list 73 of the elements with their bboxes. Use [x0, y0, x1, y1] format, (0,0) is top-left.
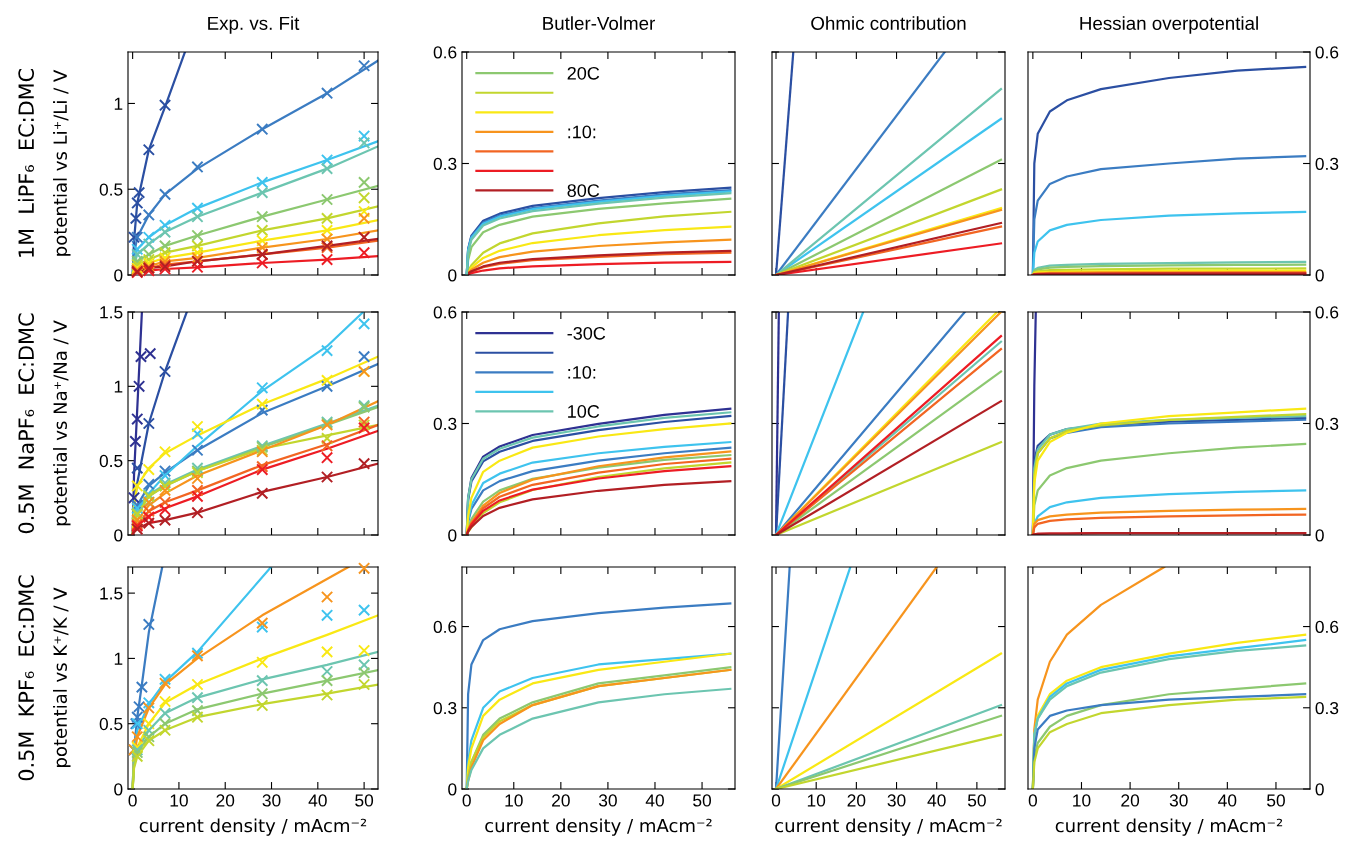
x-axis-title: current density / mAcm⁻² [775, 818, 1002, 836]
y-tick-label: 0.6 [433, 46, 457, 59]
x-tick-label: 50 [967, 794, 986, 807]
y-tick-label: 0.5 [99, 717, 123, 731]
y-axis-title: potential vs K⁺/K / V [53, 587, 71, 767]
x-tick-label: 0 [1028, 794, 1038, 807]
x-tick-label: 20 [847, 794, 866, 807]
x-axis-title: current density / mAcm⁻² [485, 818, 712, 836]
y-tick-label: 1 [114, 97, 123, 110]
y-tick-label: 0.6 [433, 620, 457, 634]
text: 1M LiPF₆ EC:DMC [17, 68, 35, 257]
x-tick-label: 50 [1267, 794, 1285, 807]
x-tick-label: 10 [1073, 794, 1091, 807]
legend-label: :10: [568, 366, 596, 379]
x-tick-label: 0 [462, 794, 471, 807]
y-tick-label: 0 [114, 783, 123, 796]
legend-label: -30C [567, 326, 606, 340]
x-tick-label: 40 [1218, 794, 1237, 807]
y2-tick-label: 0.3 [1315, 417, 1339, 430]
y2-tick-label: 0 [1315, 529, 1324, 542]
y-tick-label: 1 [114, 652, 123, 665]
y-tick-label: 0 [448, 783, 457, 796]
y-tick-label: 0.5 [99, 454, 123, 468]
y2-tick-label: 0.6 [1315, 46, 1339, 59]
x-tick-label: 20 [216, 794, 235, 807]
x-tick-label: 20 [552, 794, 570, 807]
y-tick-label: 0.3 [433, 701, 457, 715]
x-axis-title: current density / mAcm⁻² [1055, 818, 1283, 836]
y-tick-label: 0.3 [433, 157, 457, 170]
y-tick-label: 0 [114, 269, 123, 282]
y-tick-label: 0 [448, 529, 457, 542]
chart-title: Exp. vs. Fit [208, 16, 300, 34]
text: 0.5M KPF₆ EC:DMC [18, 575, 35, 781]
y-tick-label: 0.5 [99, 183, 123, 196]
x-tick-label: 10 [170, 794, 188, 807]
x-tick-label: 30 [598, 794, 617, 807]
chart-title: Hessian overpotential [1080, 16, 1258, 34]
legend-label: 10C [568, 405, 600, 418]
x-tick-label: 0 [771, 794, 781, 807]
y-tick-label: 0.3 [433, 417, 457, 430]
y2-tick-label: 0 [1315, 783, 1324, 796]
y-tick-label: 1.5 [100, 306, 123, 319]
x-tick-label: 30 [262, 794, 281, 807]
y2-tick-label: 0.3 [1315, 701, 1339, 715]
y-tick-label: 0 [114, 529, 123, 542]
y2-tick-label: 0.3 [1315, 157, 1339, 170]
x-tick-label: 40 [308, 794, 327, 807]
y2-tick-label: 0.6 [1315, 306, 1339, 319]
legend-label: 20C [567, 66, 600, 80]
x-tick-label: 0 [128, 794, 137, 807]
y2-tick-label: 0.6 [1315, 620, 1339, 634]
x-tick-label: 50 [693, 794, 712, 807]
x-tick-label: 40 [927, 794, 946, 807]
x-tick-label: 30 [887, 794, 906, 807]
text: 0.5M NaPF₆ EC:DMC [18, 313, 35, 534]
x-tick-label: 10 [505, 794, 523, 807]
chart-title: Butler-Volmer [543, 16, 655, 30]
y2-tick-label: 0 [1315, 269, 1324, 282]
legend-label: :10: [568, 125, 596, 139]
y-tick-label: 0 [448, 269, 457, 282]
y-axis-title: potential vs Na⁺/Na / V [53, 320, 71, 526]
x-tick-label: 10 [807, 794, 826, 807]
x-tick-label: 30 [1169, 794, 1188, 807]
y-axis-title: potential vs Li⁺/Li / V [53, 69, 71, 256]
x-tick-label: 50 [355, 794, 374, 807]
chart-title: Ohmic contribution [811, 16, 966, 30]
legend-label: 80C [567, 184, 600, 197]
y-tick-label: 1.5 [100, 587, 123, 600]
x-tick-label: 20 [1121, 794, 1140, 807]
x-tick-label: 40 [645, 794, 664, 807]
y-tick-label: 1 [114, 380, 123, 393]
x-axis-title: current density / mAcm⁻² [139, 818, 367, 836]
y-tick-label: 0.6 [433, 306, 457, 319]
